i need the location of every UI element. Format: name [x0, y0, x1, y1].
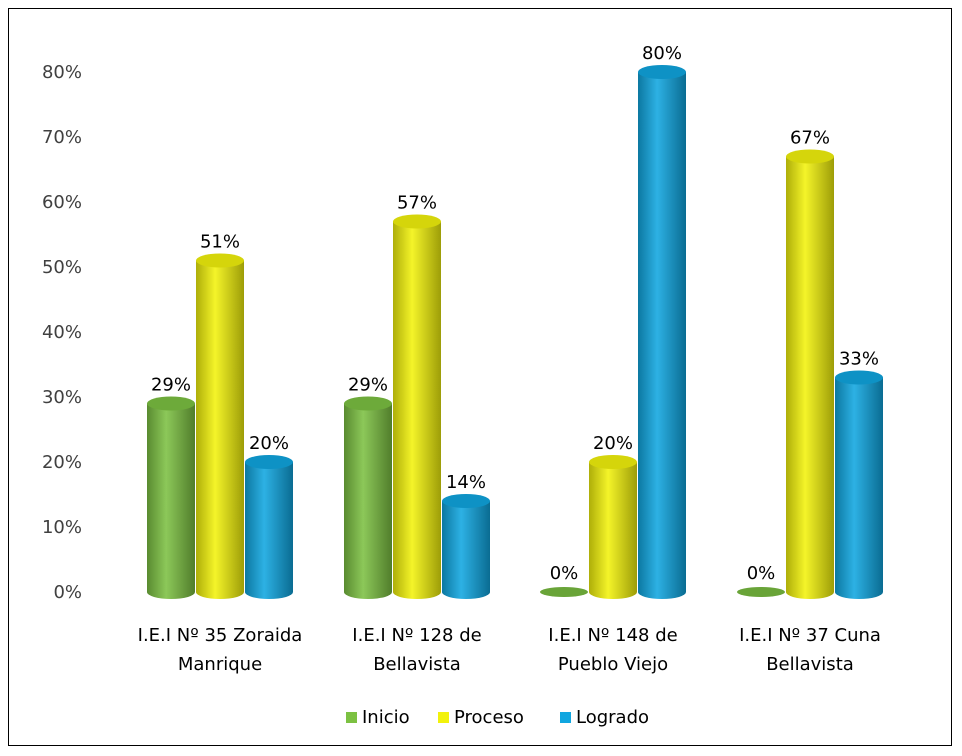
legend: Inicio Proceso Logrado — [346, 707, 649, 728]
data-label: 20% — [593, 433, 633, 454]
bar-inicio — [147, 396, 195, 599]
bar-inicio — [540, 587, 588, 597]
legend-label: Inicio — [362, 707, 410, 728]
bar-logrado — [835, 370, 883, 599]
data-label: 0% — [747, 563, 776, 584]
y-tick-label: 10% — [42, 517, 82, 538]
y-tick-label: 0% — [53, 582, 82, 603]
data-label: 51% — [200, 232, 240, 253]
data-label: 29% — [348, 375, 388, 396]
bar-inicio — [344, 396, 392, 599]
legend-swatch — [438, 712, 449, 723]
category-label: Pueblo Viejo — [558, 654, 668, 675]
bar-logrado — [245, 455, 293, 599]
y-tick-label: 50% — [42, 257, 82, 278]
bar-proceso — [393, 214, 441, 599]
bars: 29% 51% 20% 29% 57% 14% 0% 20% 80% 0% 67% 33% — [147, 43, 883, 599]
bar-logrado — [442, 494, 490, 599]
data-label: 33% — [839, 349, 879, 370]
y-tick-label: 70% — [42, 127, 82, 148]
category-label: I.E.I Nº 128 de — [352, 625, 481, 646]
y-tick-label: 40% — [42, 322, 82, 343]
data-label: 20% — [249, 433, 289, 454]
legend-swatch — [346, 712, 357, 723]
bar-inicio — [737, 587, 785, 597]
category-label: Bellavista — [766, 654, 854, 675]
data-label: 67% — [790, 128, 830, 149]
category-labels: I.E.I Nº 35 Zoraida Manrique I.E.I Nº 128 … — [138, 625, 881, 675]
category-label: Manrique — [178, 654, 262, 675]
legend-item-logrado: Logrado — [560, 707, 649, 728]
category-label: I.E.I Nº 35 Zoraida — [138, 625, 303, 646]
legend-label: Proceso — [454, 707, 524, 728]
category-label: Bellavista — [373, 654, 461, 675]
y-tick-label: 60% — [42, 192, 82, 213]
bar-logrado — [638, 65, 686, 599]
y-tick-label: 30% — [42, 387, 82, 408]
bar-proceso — [786, 149, 834, 599]
y-axis: 0% 10% 20% 30% 40% 50% 60% 70% 80% — [42, 62, 82, 603]
legend-label: Logrado — [576, 707, 649, 728]
legend-item-inicio: Inicio — [346, 707, 410, 728]
category-label: I.E.I Nº 37 Cuna — [739, 625, 881, 646]
legend-item-proceso: Proceso — [438, 707, 524, 728]
data-label: 14% — [446, 472, 486, 493]
bar-proceso — [196, 253, 244, 599]
data-label: 0% — [550, 563, 579, 584]
data-label: 29% — [151, 375, 191, 396]
bar-proceso — [589, 455, 637, 599]
legend-swatch — [560, 712, 571, 723]
category-label: I.E.I Nº 148 de — [548, 625, 677, 646]
data-label: 80% — [642, 43, 682, 64]
data-label: 57% — [397, 193, 437, 214]
y-tick-label: 80% — [42, 62, 82, 83]
y-tick-label: 20% — [42, 452, 82, 473]
